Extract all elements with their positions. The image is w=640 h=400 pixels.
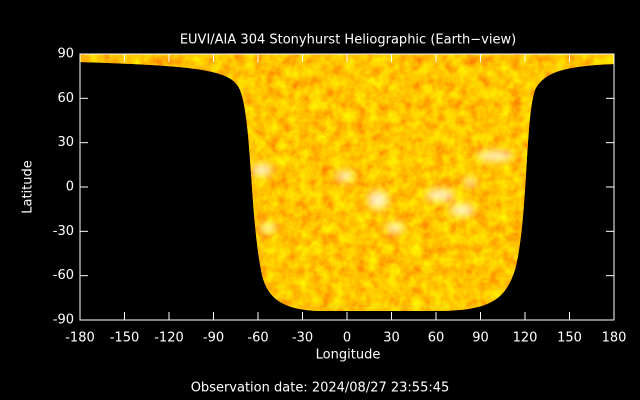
chart-title: EUVI/AIA 304 Stonyhurst Heliographic (Ea… bbox=[180, 33, 516, 48]
y-tick-label: -60 bbox=[53, 268, 74, 283]
x-tick-label: -150 bbox=[110, 331, 140, 346]
y-tick-label: -30 bbox=[53, 224, 74, 239]
x-tick-label: 30 bbox=[383, 331, 400, 346]
x-tick-label: -90 bbox=[203, 331, 224, 346]
y-tick-label: 30 bbox=[57, 135, 74, 150]
x-tick-label: -180 bbox=[65, 331, 95, 346]
x-tick-label: 150 bbox=[557, 331, 582, 346]
x-tick-label: 120 bbox=[513, 331, 538, 346]
observation-date: Observation date: 2024/08/27 23:55:45 bbox=[191, 381, 450, 396]
y-tick-label: 90 bbox=[57, 47, 74, 62]
y-tick-label: 60 bbox=[57, 91, 74, 106]
y-tick-label: 0 bbox=[66, 180, 74, 195]
solar-map bbox=[80, 54, 614, 311]
x-tick-label: -60 bbox=[247, 331, 268, 346]
y-axis-label: Latitude bbox=[21, 160, 36, 214]
x-tick-label: -120 bbox=[154, 331, 184, 346]
x-tick-label: 90 bbox=[472, 331, 489, 346]
y-tick-label: -90 bbox=[53, 313, 74, 328]
x-axis-label: Longitude bbox=[316, 348, 381, 363]
x-tick-label: 60 bbox=[428, 331, 445, 346]
x-tick-label: 0 bbox=[343, 331, 351, 346]
x-tick-label: -30 bbox=[292, 331, 313, 346]
x-tick-label: 180 bbox=[602, 331, 627, 346]
